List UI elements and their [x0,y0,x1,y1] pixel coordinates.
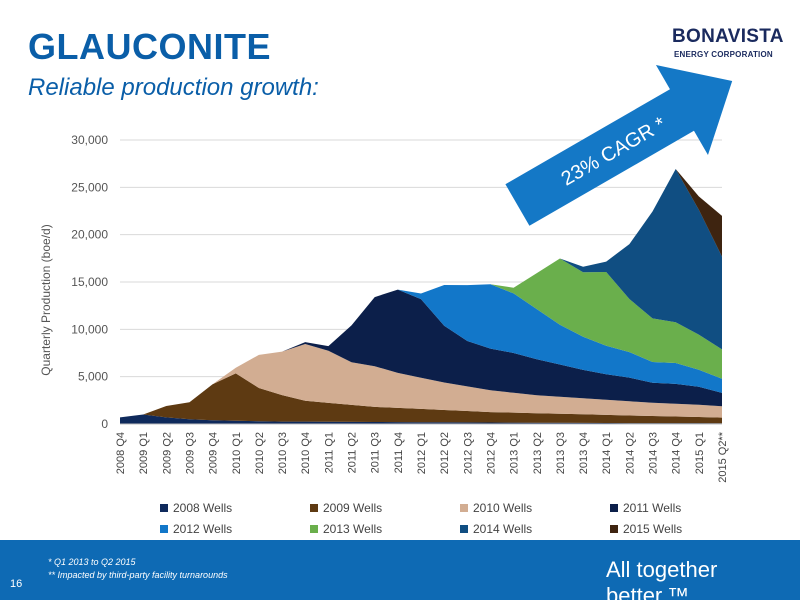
legend-label: 2009 Wells [323,501,382,515]
footnote-cagr: * Q1 2013 to Q2 2015 [48,557,136,567]
x-tick-label: 2010 Q1 [231,432,243,474]
x-tick-label: 2014 Q2 [624,432,636,474]
chart-legend: 2008 Wells 2009 Wells 2010 Wells 2011 Wells… [160,501,682,536]
x-tick-label: 2011 Q3 [370,432,382,473]
logo-wordmark: BONAVISTA [672,26,784,47]
area-2012-wells [120,284,722,418]
legend-swatch [310,525,318,533]
x-tick-label: 2013 Q2 [532,432,544,474]
x-tick-label: 2012 Q2 [439,432,451,474]
y-tick-label: 0 [101,417,108,431]
y-tick-label: 30,000 [71,133,108,147]
legend-swatch [610,525,618,533]
company-tagline: All together better.™ [606,557,718,608]
arrow-shape [505,64,733,226]
x-tick-label: 2015 Q2** [717,431,729,482]
legend-label: 2011 Wells [623,501,681,515]
x-tick-label: 2013 Q1 [509,432,521,474]
legend-label: 2010 Wells [473,501,532,515]
y-tick-label: 15,000 [71,275,108,289]
area-2008-wells [120,414,722,424]
x-tick-label: 2010 Q4 [300,432,312,474]
x-tick-label: 2010 Q2 [254,432,266,474]
x-tick-label: 2008 Q4 [115,432,127,474]
legend-swatch [610,504,618,512]
y-axis-label: Quarterly Production (boe/d) [39,224,53,375]
y-axis-ticks: 0 5,000 10,000 15,000 20,000 25,000 30,000 [71,133,108,431]
x-tick-label: 2009 Q2 [161,432,173,474]
page-title: GLAUCONITE [28,26,271,67]
x-tick-label: 2009 Q4 [208,432,220,474]
x-tick-label: 2009 Q3 [185,432,197,474]
legend-label: 2013 Wells [323,522,382,536]
company-logo: BONAVISTA ENERGY CORPORATION [672,26,784,66]
x-tick-label: 2011 Q1 [323,432,335,473]
area-2009-wells [120,373,722,424]
production-chart: 0 5,000 10,000 15,000 20,000 25,000 30,000 200… [39,64,733,536]
y-tick-label: 20,000 [71,228,108,242]
x-tick-label: 2012 Q3 [462,432,474,474]
legend-label: 2008 Wells [173,501,232,515]
legend-swatch [460,504,468,512]
legend-swatch [310,504,318,512]
legend-label: 2012 Wells [173,522,232,536]
area-2011-wells [120,289,722,418]
y-tick-label: 5,000 [78,370,108,384]
x-tick-label: 2012 Q1 [416,432,428,474]
area-2013-wells [120,258,722,418]
legend-swatch [160,525,168,533]
x-tick-label: 2015 Q1 [694,432,706,474]
x-tick-label: 2014 Q1 [601,432,613,474]
footer-bar [0,540,800,600]
x-tick-label: 2009 Q1 [138,432,150,474]
x-tick-label: 2014 Q4 [671,432,683,474]
x-axis-ticks: 2008 Q4 2009 Q1 2009 Q2 2009 Q3 2009 Q4 2010 … [115,431,729,482]
legend-label: 2015 Wells [623,522,682,536]
y-tick-label: 25,000 [71,180,108,194]
chart-areas [120,169,722,425]
page-number: 16 [10,578,23,590]
x-tick-label: 2014 Q3 [648,432,660,474]
x-tick-label: 2012 Q4 [486,432,498,474]
x-tick-label: 2011 Q4 [393,432,405,473]
legend-swatch [460,525,468,533]
x-tick-label: 2011 Q2 [347,432,359,473]
x-tick-label: 2013 Q4 [578,432,590,474]
page-subtitle: Reliable production growth: [28,74,319,101]
x-tick-label: 2013 Q3 [555,432,567,474]
legend-label: 2014 Wells [473,522,532,536]
legend-swatch [160,504,168,512]
x-tick-label: 2010 Q3 [277,432,289,474]
footnote-turnarounds: ** Impacted by third-party facility turn… [48,570,228,580]
y-tick-label: 10,000 [71,322,108,336]
logo-subtext: ENERGY CORPORATION [674,50,773,59]
area-2010-wells [120,344,722,418]
